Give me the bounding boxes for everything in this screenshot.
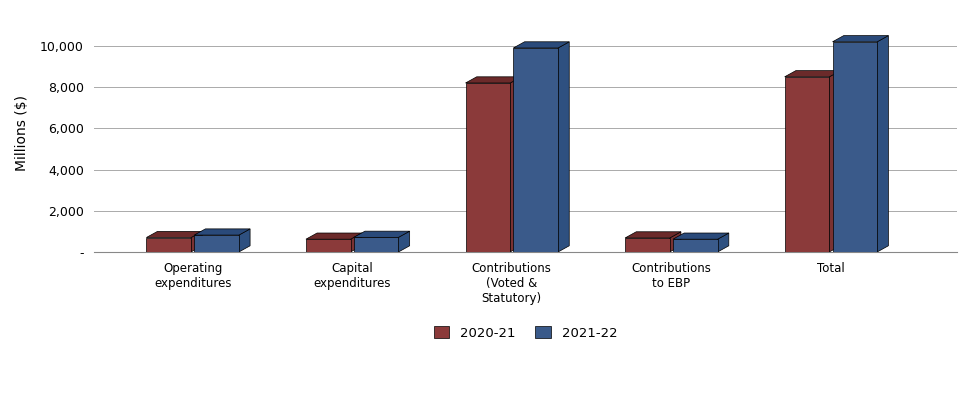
Polygon shape — [354, 237, 399, 252]
Polygon shape — [717, 233, 729, 252]
Polygon shape — [833, 42, 877, 252]
Polygon shape — [510, 77, 521, 252]
Y-axis label: Millions ($): Millions ($) — [15, 95, 29, 171]
Polygon shape — [673, 233, 729, 239]
Polygon shape — [147, 231, 202, 238]
Polygon shape — [513, 42, 570, 48]
Polygon shape — [833, 36, 888, 42]
Polygon shape — [466, 83, 510, 252]
Polygon shape — [191, 231, 202, 252]
Polygon shape — [625, 232, 681, 238]
Polygon shape — [784, 71, 841, 77]
Polygon shape — [558, 42, 570, 252]
Legend: 2020-21, 2021-22: 2020-21, 2021-22 — [429, 321, 622, 345]
Polygon shape — [673, 239, 717, 252]
Polygon shape — [306, 239, 351, 252]
Polygon shape — [625, 238, 670, 252]
Polygon shape — [399, 231, 409, 252]
Polygon shape — [147, 238, 191, 252]
Polygon shape — [194, 235, 239, 252]
Polygon shape — [351, 233, 362, 252]
Polygon shape — [466, 77, 521, 83]
Polygon shape — [194, 229, 250, 235]
Polygon shape — [306, 233, 362, 239]
Polygon shape — [513, 48, 558, 252]
Polygon shape — [829, 71, 841, 252]
Polygon shape — [670, 232, 681, 252]
Polygon shape — [239, 229, 250, 252]
Polygon shape — [354, 231, 409, 237]
Polygon shape — [784, 77, 829, 252]
Polygon shape — [877, 36, 888, 252]
